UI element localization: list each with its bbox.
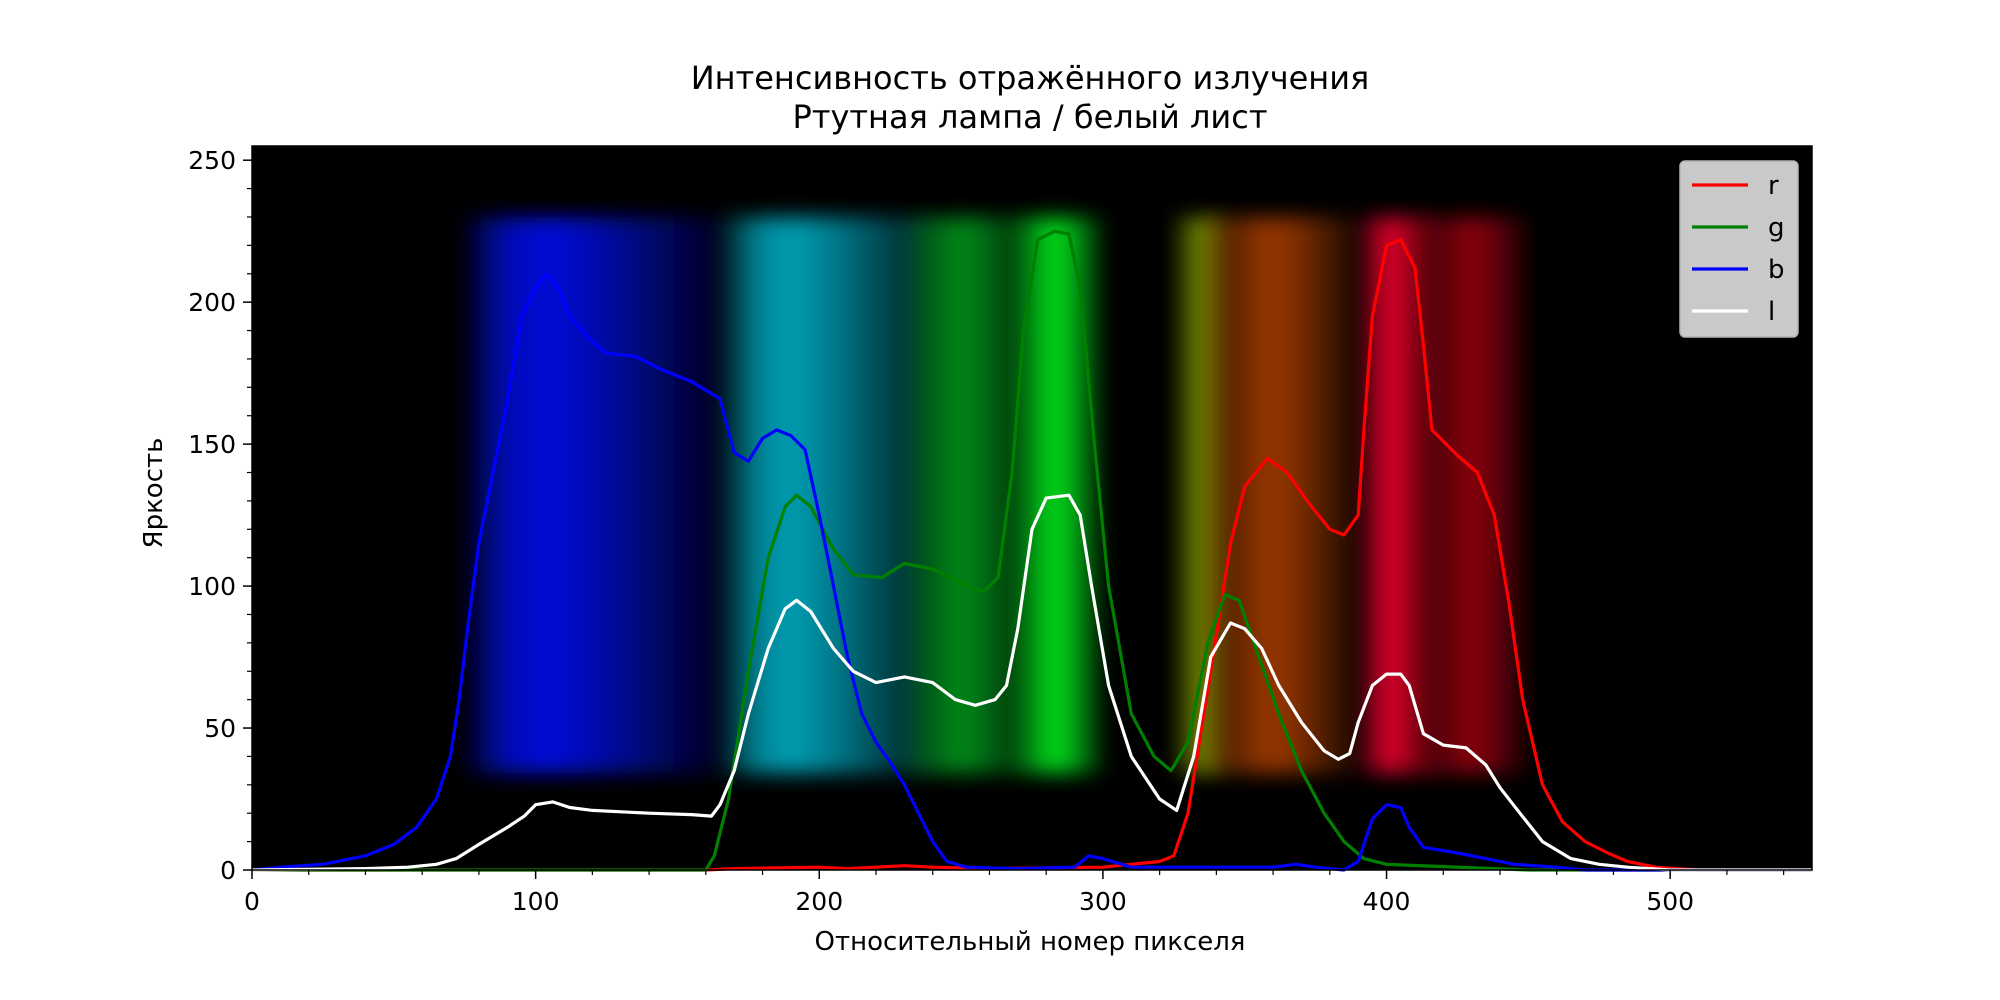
spectrum-band [464, 216, 720, 774]
x-tick-label: 500 [1646, 887, 1694, 916]
spectrum-image [464, 216, 1529, 774]
legend-box [1679, 160, 1799, 338]
y-axis: 0 50 100 150 200 250 [188, 146, 252, 885]
spectrum-band [1414, 216, 1529, 774]
plot-frame [251, 145, 1813, 871]
y-tick-label: 100 [188, 572, 236, 601]
series-line-l [251, 493, 1812, 872]
series-line-g [252, 229, 1812, 872]
x-tick-label: 200 [795, 887, 843, 916]
x-tick-label: 400 [1363, 887, 1411, 916]
legend-label-l: l [1768, 297, 1775, 327]
legend-label-r: r [1768, 171, 1779, 201]
series-lines [251, 229, 1812, 872]
plot-area [251, 145, 1813, 872]
x-tick-label: 0 [244, 887, 260, 916]
spectrum-band [1202, 216, 1359, 774]
chart-subtitle: Ртутная лампа / белый лист [793, 98, 1268, 136]
y-tick-label: 0 [220, 856, 236, 885]
x-axis-label: Относительный номер пикселя [815, 927, 1246, 957]
legend-label-g: g [1768, 213, 1785, 243]
chart-title: Интенсивность отражённого излучения [691, 59, 1370, 97]
y-tick-label: 150 [188, 430, 236, 459]
x-axis: 0 100 200 300 400 500 [244, 870, 1785, 916]
series-line-b [251, 272, 1812, 872]
legend-label-b: b [1768, 255, 1785, 285]
x-tick-label: 300 [1079, 887, 1127, 916]
y-tick-label: 250 [188, 146, 236, 175]
y-axis-label: Яркость [139, 438, 169, 549]
y-tick-label: 50 [204, 714, 236, 743]
spectrum-band [720, 216, 933, 774]
y-tick-label: 200 [188, 288, 236, 317]
x-tick-label: 100 [512, 887, 560, 916]
